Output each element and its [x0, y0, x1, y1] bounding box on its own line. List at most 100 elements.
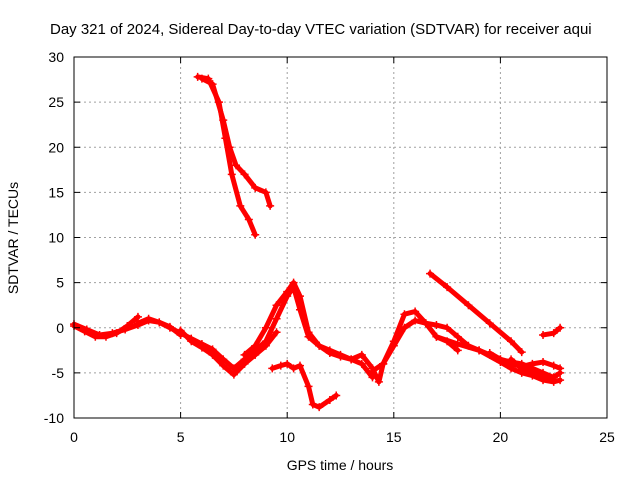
data-point: [197, 74, 206, 83]
data-point: [332, 391, 341, 400]
data-point: [155, 318, 164, 327]
data-series-track-15: [507, 355, 565, 382]
data-point: [556, 323, 565, 332]
y-tick-label: 30: [48, 49, 64, 65]
data-point: [315, 403, 324, 412]
data-point: [325, 395, 334, 404]
data-point: [347, 355, 356, 364]
data-series-track-8: [197, 74, 275, 210]
data-point: [496, 355, 505, 364]
data-point: [539, 371, 548, 380]
data-point: [240, 359, 249, 368]
y-tick-label: -10: [44, 410, 64, 426]
data-point: [528, 368, 537, 377]
data-point: [549, 329, 558, 338]
y-tick-label: 15: [48, 184, 64, 200]
data-point: [464, 301, 473, 310]
series-line: [433, 334, 563, 385]
data-point: [208, 350, 217, 359]
data-point: [251, 346, 260, 355]
data-series-track-12: [426, 269, 526, 357]
data-point: [187, 337, 196, 346]
x-tick-label: 5: [177, 429, 185, 445]
data-point: [240, 170, 249, 179]
data-point: [432, 321, 441, 330]
data-point: [144, 314, 153, 323]
x-tick-label: 20: [493, 429, 509, 445]
y-tick-label: 10: [48, 230, 64, 246]
data-point: [379, 359, 388, 368]
x-axis-ticks: 0 5 10 15 20 25: [70, 57, 615, 445]
data-point: [289, 283, 298, 292]
data-point: [108, 329, 117, 338]
series-line: [427, 271, 525, 355]
data-point: [539, 330, 548, 339]
series-line: [508, 356, 563, 380]
x-tick-label: 10: [279, 429, 295, 445]
data-point: [219, 361, 228, 370]
data-point: [432, 332, 441, 341]
data-point: [251, 183, 260, 192]
data-point: [308, 400, 317, 409]
data-point: [304, 382, 313, 391]
data-series-track-6: [251, 283, 388, 386]
grid-lines: [74, 57, 607, 418]
data-point: [453, 332, 462, 341]
data-point: [443, 323, 452, 332]
data-point: [426, 269, 435, 278]
data-point: [227, 170, 236, 179]
series-line: [178, 327, 280, 378]
data-point: [219, 116, 228, 125]
data-point: [95, 330, 104, 339]
data-point: [453, 339, 462, 348]
data-point: [539, 358, 548, 367]
data-point: [295, 305, 304, 314]
y-tick-label: -5: [52, 365, 65, 381]
y-axis-ticks: -10 -5 0 5 10 15 20 25 30: [44, 49, 607, 426]
x-axis-label: GPS time / hours: [287, 457, 394, 473]
data-point: [133, 319, 142, 328]
data-point: [411, 316, 420, 325]
data-point: [266, 201, 275, 210]
data-point: [272, 301, 281, 310]
data-point: [261, 323, 270, 332]
data-point: [556, 368, 565, 377]
data-point: [283, 359, 292, 368]
data-point: [528, 359, 537, 368]
data-point: [517, 364, 526, 373]
data-point: [208, 80, 217, 89]
data-point: [304, 332, 313, 341]
data-point: [272, 314, 281, 323]
y-tick-label: 20: [48, 139, 64, 155]
y-tick-label: 25: [48, 94, 64, 110]
data-point: [517, 348, 526, 357]
data-point: [276, 361, 285, 370]
data-point: [443, 283, 452, 292]
data-point: [485, 349, 494, 358]
data-point: [261, 188, 270, 197]
data-point: [225, 143, 234, 152]
data-point: [121, 325, 130, 334]
data-point: [549, 373, 558, 382]
data-point: [268, 364, 277, 373]
data-point: [295, 361, 304, 370]
data-series-track-4: [176, 326, 281, 379]
data-point: [229, 370, 238, 379]
data-point: [261, 337, 270, 346]
data-point: [236, 201, 245, 210]
data-point: [244, 215, 253, 224]
x-tick-label: 25: [599, 429, 615, 445]
data-point: [272, 328, 281, 337]
data-point: [556, 376, 565, 385]
data-point: [421, 319, 430, 328]
data-point: [507, 337, 516, 346]
data-point: [197, 343, 206, 352]
data-series-track-7: [193, 72, 260, 239]
data-point: [283, 292, 292, 301]
data-point: [357, 359, 366, 368]
data-point: [485, 319, 494, 328]
chart-title: Day 321 of 2024, Sidereal Day-to-day VTE…: [50, 21, 592, 38]
y-tick-label: 0: [56, 320, 64, 336]
data-point: [400, 310, 409, 319]
